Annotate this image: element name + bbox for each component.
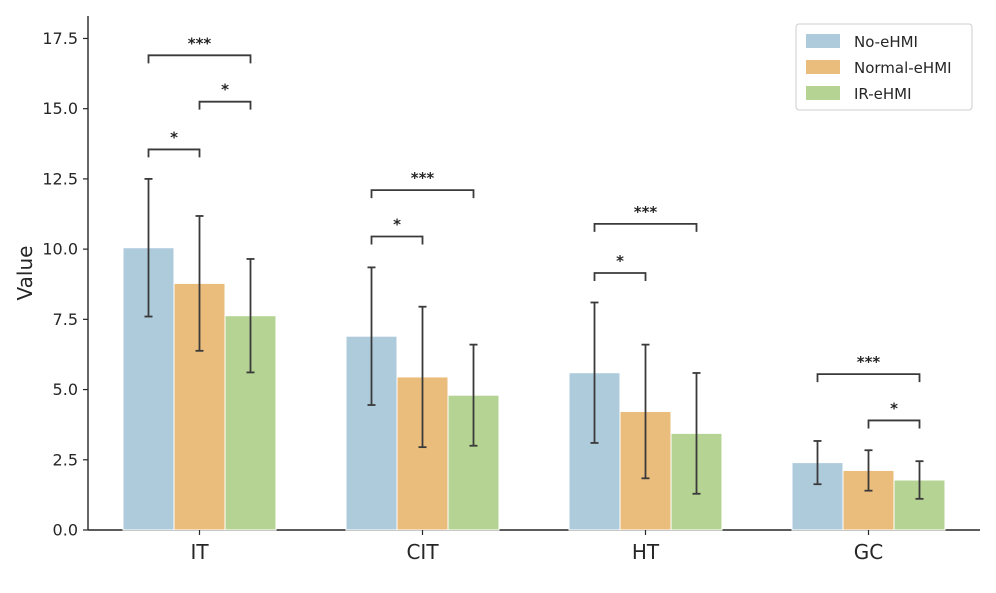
- y-ticks: 0.0 2.5 5.0 7.5 10.0 12.5 15.0 17.5: [42, 29, 88, 540]
- legend: No-eHMI Normal-eHMI IR-eHMI: [795, 23, 973, 111]
- significance-bracket: [147, 148, 201, 158]
- significance-bracket: [147, 54, 252, 64]
- error-bars: [144, 178, 924, 500]
- y-tick-label: 0.0: [53, 521, 78, 540]
- significance-label: *: [616, 252, 624, 270]
- legend-swatch: [806, 34, 840, 48]
- x-tick-label: GC: [854, 540, 883, 564]
- y-tick-label: 15.0: [42, 99, 78, 118]
- legend-label: No-eHMI: [854, 33, 918, 51]
- significance-bracket: [867, 419, 921, 429]
- y-tick-label: 5.0: [53, 380, 78, 399]
- y-tick-label: 7.5: [53, 310, 78, 329]
- legend-swatch: [806, 86, 840, 100]
- significance-bracket: [593, 222, 698, 232]
- significance-bracket: [198, 100, 252, 110]
- x-tick-label: CIT: [406, 540, 439, 564]
- significance-bracket: [370, 235, 424, 245]
- x-tick-label: HT: [632, 540, 660, 564]
- y-tick-label: 12.5: [42, 169, 78, 188]
- y-tick-label: 10.0: [42, 240, 78, 259]
- y-tick-label: 2.5: [53, 450, 78, 469]
- significance-brackets: *****************: [147, 34, 921, 429]
- y-tick-label: 17.5: [42, 29, 78, 48]
- significance-bracket: [370, 189, 475, 199]
- bar: [568, 372, 621, 531]
- significance-bracket: [593, 272, 647, 281]
- bars: [122, 247, 946, 531]
- legend-label: IR-eHMI: [854, 85, 912, 103]
- significance-label: *: [170, 128, 178, 146]
- significance-label: *: [890, 399, 898, 417]
- x-tick-label: IT: [190, 540, 209, 564]
- legend-swatch: [806, 60, 840, 74]
- significance-label: ***: [411, 169, 435, 187]
- significance-label: *: [393, 215, 401, 233]
- significance-bracket: [816, 373, 921, 383]
- legend-label: Normal-eHMI: [854, 59, 952, 77]
- significance-label: ***: [188, 34, 212, 52]
- x-tick-labels: IT CIT HT GC: [190, 530, 883, 564]
- y-axis-title: Value: [13, 246, 37, 301]
- significance-label: ***: [857, 353, 881, 371]
- significance-label: ***: [634, 203, 658, 221]
- significance-label: *: [221, 81, 229, 99]
